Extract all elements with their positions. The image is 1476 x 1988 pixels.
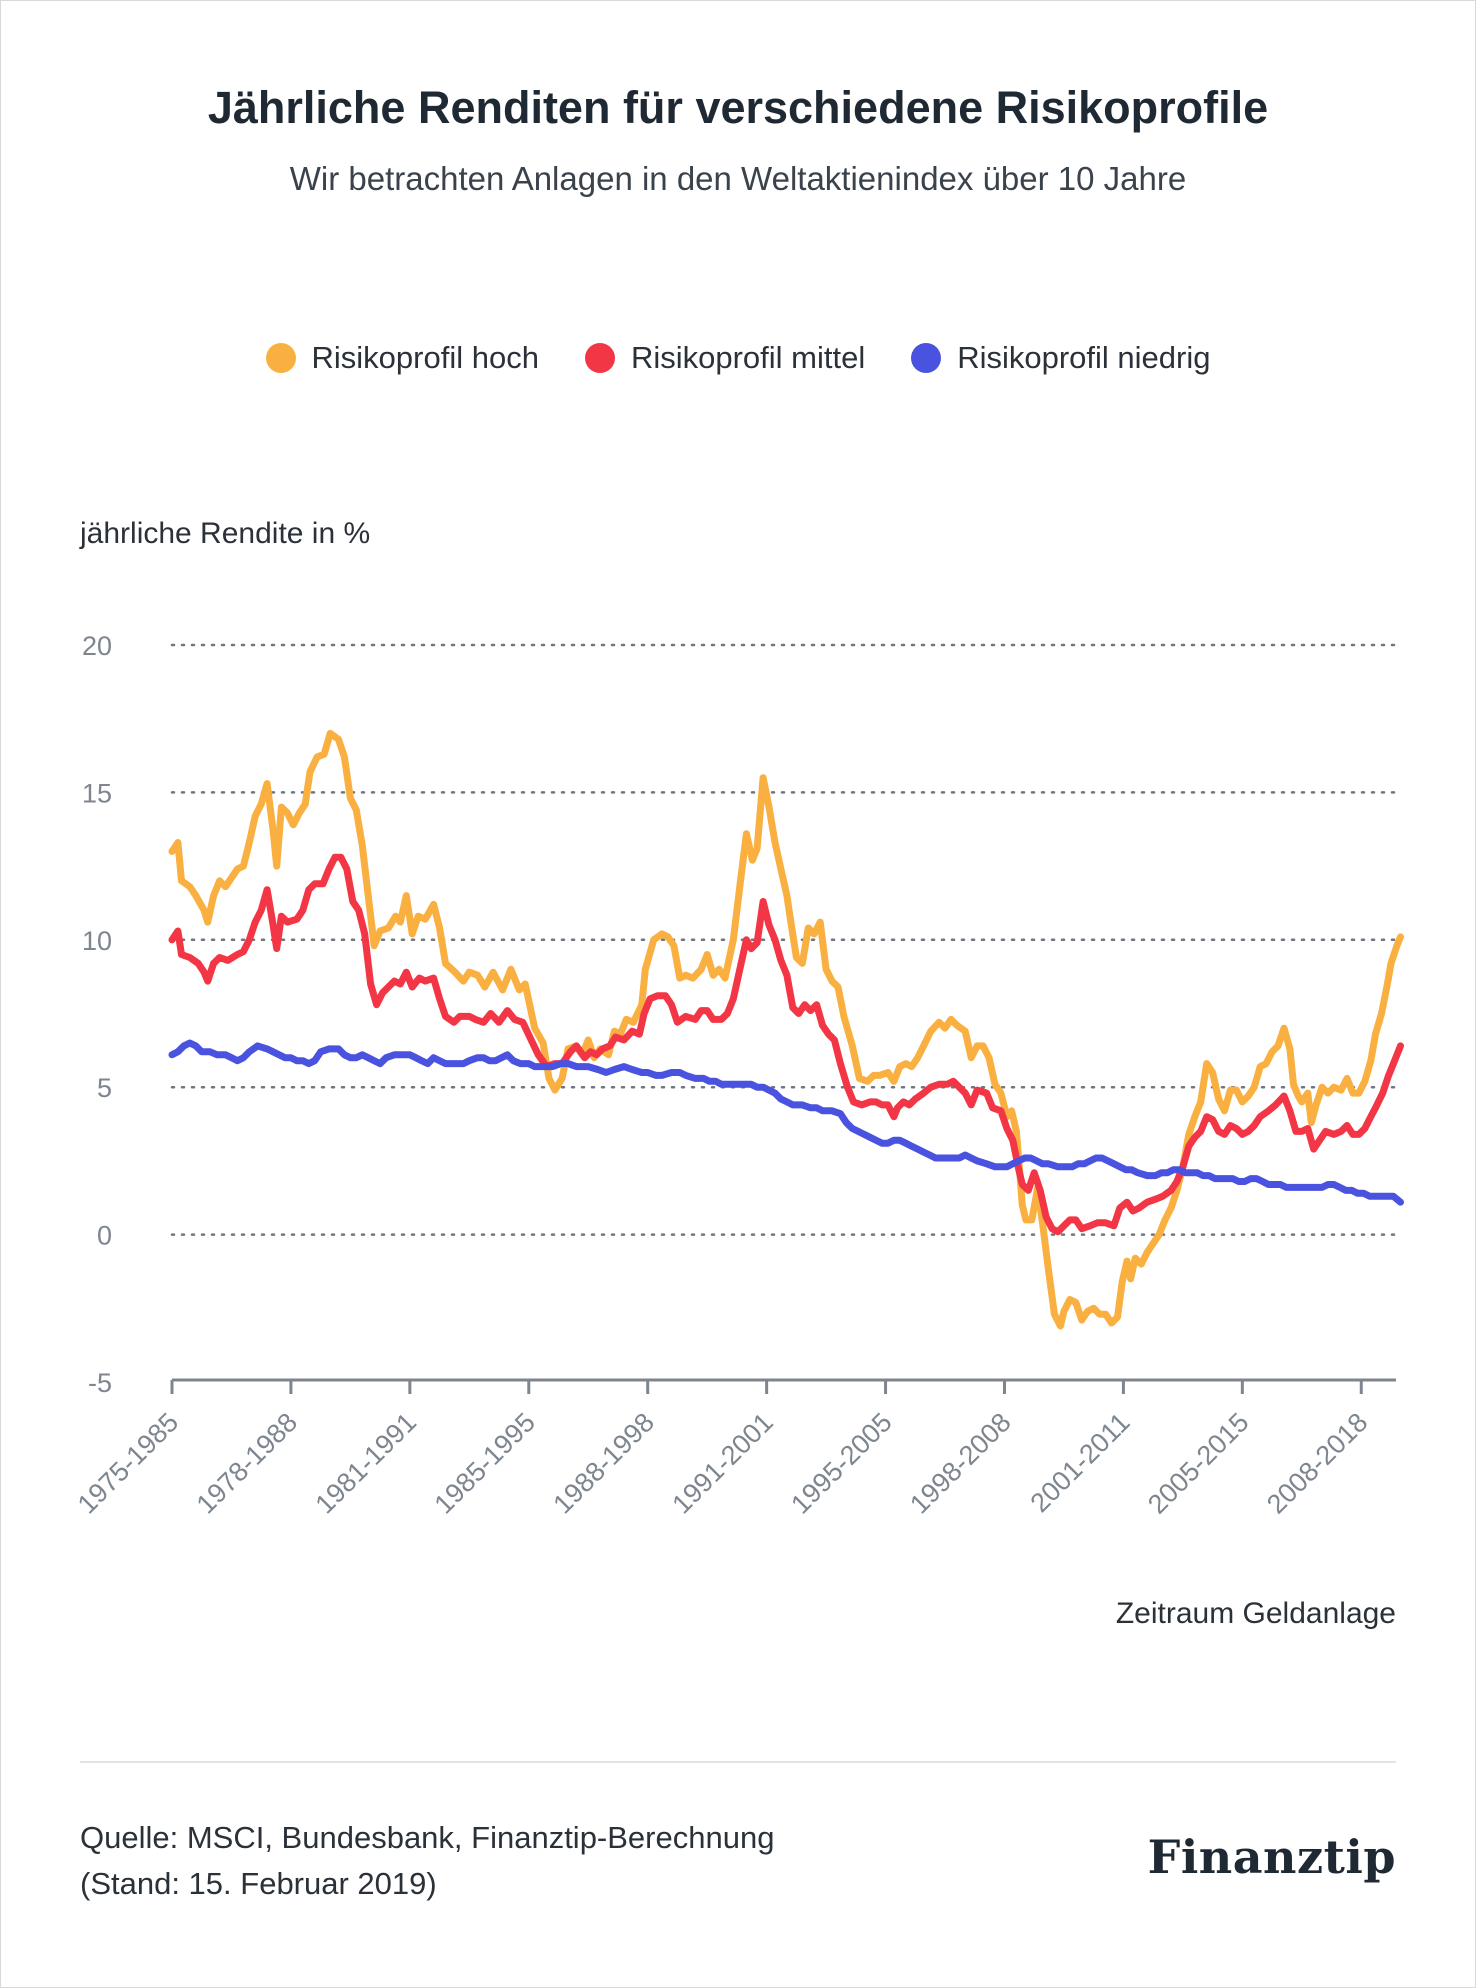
- y-axis-title: jährliche Rendite in %: [80, 517, 371, 550]
- x-tick-label: 1998-2008: [904, 1407, 1017, 1520]
- x-tick-label: 1975-1985: [72, 1407, 185, 1520]
- legend-item-niedrig: Risikoprofil niedrig: [911, 340, 1211, 376]
- y-tick-label: -5: [88, 1368, 112, 1398]
- legend-item-mittel: Risikoprofil mittel: [584, 340, 866, 376]
- source-line-1: Quelle: MSCI, Bundesbank, Finanztip-Bere…: [80, 1820, 775, 1855]
- x-tick-label: 2005-2015: [1142, 1407, 1255, 1520]
- y-tick-label: 10: [82, 926, 112, 956]
- x-tick-label: 1988-1998: [547, 1407, 660, 1520]
- legend-label-hoch: Risikoprofil hoch: [311, 340, 539, 375]
- series-line-mittel: [168, 853, 1404, 1236]
- finanztip-logo: Finanztip: [1147, 1830, 1396, 1884]
- legend-dot-mittel: [584, 343, 615, 373]
- chart-title: Jährliche Renditen für verschiedene Risi…: [207, 82, 1269, 133]
- footer-divider: [80, 1761, 1396, 1763]
- x-axis-title: Zeitraum Geldanlage: [1115, 1597, 1396, 1630]
- legend-item-hoch: Risikoprofil hoch: [265, 340, 539, 376]
- x-tick-label: 2001-2011: [1025, 1407, 1136, 1518]
- y-tick-label: 5: [97, 1073, 112, 1103]
- legend-dot-niedrig: [911, 343, 942, 373]
- x-tick-label: 1985-1995: [429, 1407, 542, 1520]
- x-tick-label: 1978-1988: [191, 1407, 304, 1520]
- legend-label-mittel: Risikoprofil mittel: [630, 340, 866, 375]
- legend-dot-hoch: [265, 343, 296, 373]
- x-tick-label: 1995-2005: [785, 1407, 898, 1520]
- source-line-2: (Stand: 15. Februar 2019): [80, 1866, 437, 1901]
- y-tick-label: 15: [82, 778, 112, 808]
- legend-label-niedrig: Risikoprofil niedrig: [957, 340, 1211, 375]
- series-line-hoch: [168, 729, 1404, 1330]
- series-line-niedrig: [168, 1039, 1404, 1206]
- y-tick-label: 20: [82, 631, 112, 661]
- source-note: Quelle: MSCI, Bundesbank, Finanztip-Bere…: [80, 1815, 774, 1907]
- chart-subtitle: Wir betrachten Anlagen in den Weltaktien…: [289, 160, 1187, 197]
- legend: Risikoprofil hoch Risikoprofil mittel Ri…: [0, 340, 1476, 376]
- x-tick-label: 1981-1991: [310, 1407, 423, 1520]
- x-tick-label: 2008-2018: [1261, 1407, 1374, 1520]
- x-tick-label: 1991-2001: [666, 1407, 779, 1520]
- y-tick-label: 0: [97, 1221, 112, 1251]
